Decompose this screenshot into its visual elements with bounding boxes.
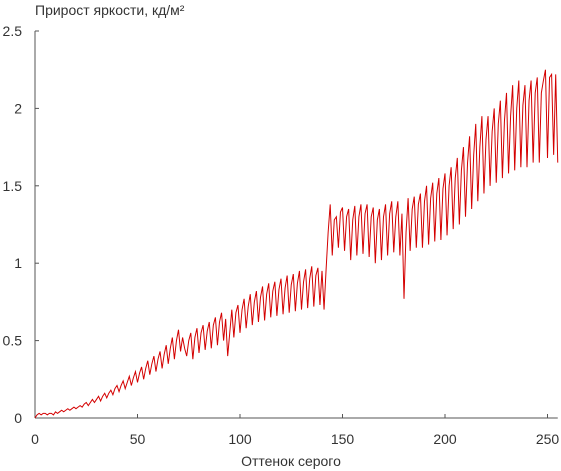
x-axis-label: Оттенок серого — [241, 453, 341, 469]
x-tick-label: 250 — [536, 431, 560, 447]
x-tick-label: 0 — [31, 431, 39, 447]
y-tick-label: 1 — [14, 255, 22, 271]
chart-title: Прирост яркости, кд/м² — [35, 2, 185, 18]
x-tick-label: 100 — [228, 431, 252, 447]
y-tick-label: 1.5 — [3, 178, 23, 194]
data-line — [34, 69, 559, 419]
y-tick-label: 0 — [14, 410, 22, 426]
x-tick-label: 50 — [130, 431, 146, 447]
x-tick-label: 200 — [433, 431, 457, 447]
y-tick-label: 2 — [14, 100, 22, 116]
y-tick-label: 2.5 — [3, 23, 23, 39]
x-tick-label: 150 — [331, 431, 355, 447]
y-tick-label: 0.5 — [3, 333, 23, 349]
